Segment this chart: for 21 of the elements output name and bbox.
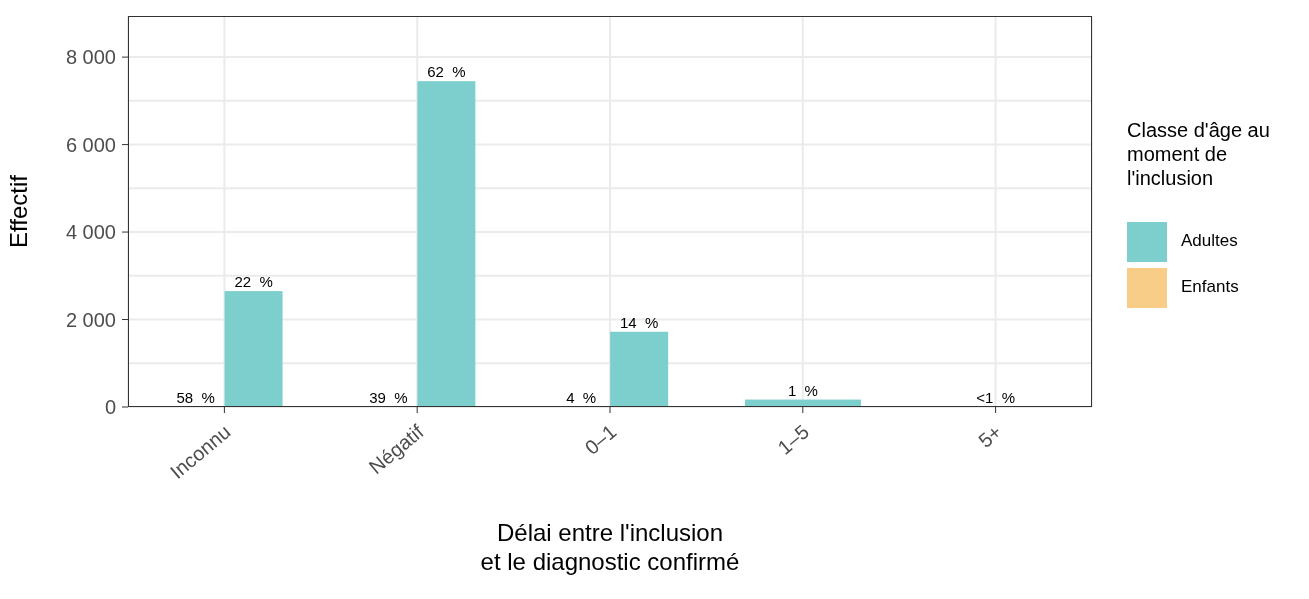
legend-title: Classe d'âge au moment de l'inclusion — [1127, 118, 1271, 190]
annotation: 14 % — [619, 313, 659, 331]
x-axis-title: Délai entre l'inclusion et le diagnostic confirmé — [480, 519, 740, 575]
y-tick-label: 2 000 — [65, 308, 116, 331]
x-tick-label: 0–1 — [580, 420, 621, 459]
x-tick-label: 5+ — [974, 420, 1006, 452]
annotation: 4 % — [566, 389, 597, 406]
legend-label: Adultes — [1181, 231, 1238, 250]
y-tick-label: 4 000 — [65, 221, 116, 244]
y-tick-label: 6 000 — [65, 133, 116, 156]
y-tick-label: 0 — [104, 396, 116, 418]
y-axis-title: Effectif — [4, 174, 32, 248]
x-tick-label: 1–5 — [773, 420, 814, 459]
annotation: 58 % — [176, 389, 215, 406]
annotation: 62 % — [427, 63, 466, 81]
annotation: 1 % — [787, 381, 818, 399]
legend-label: Enfants — [1181, 277, 1239, 296]
y-tick-label: 8 000 — [65, 46, 116, 69]
annotation: 22 % — [234, 273, 273, 291]
annotation: <1 % — [976, 389, 1016, 406]
annotation: 39 % — [369, 389, 408, 406]
